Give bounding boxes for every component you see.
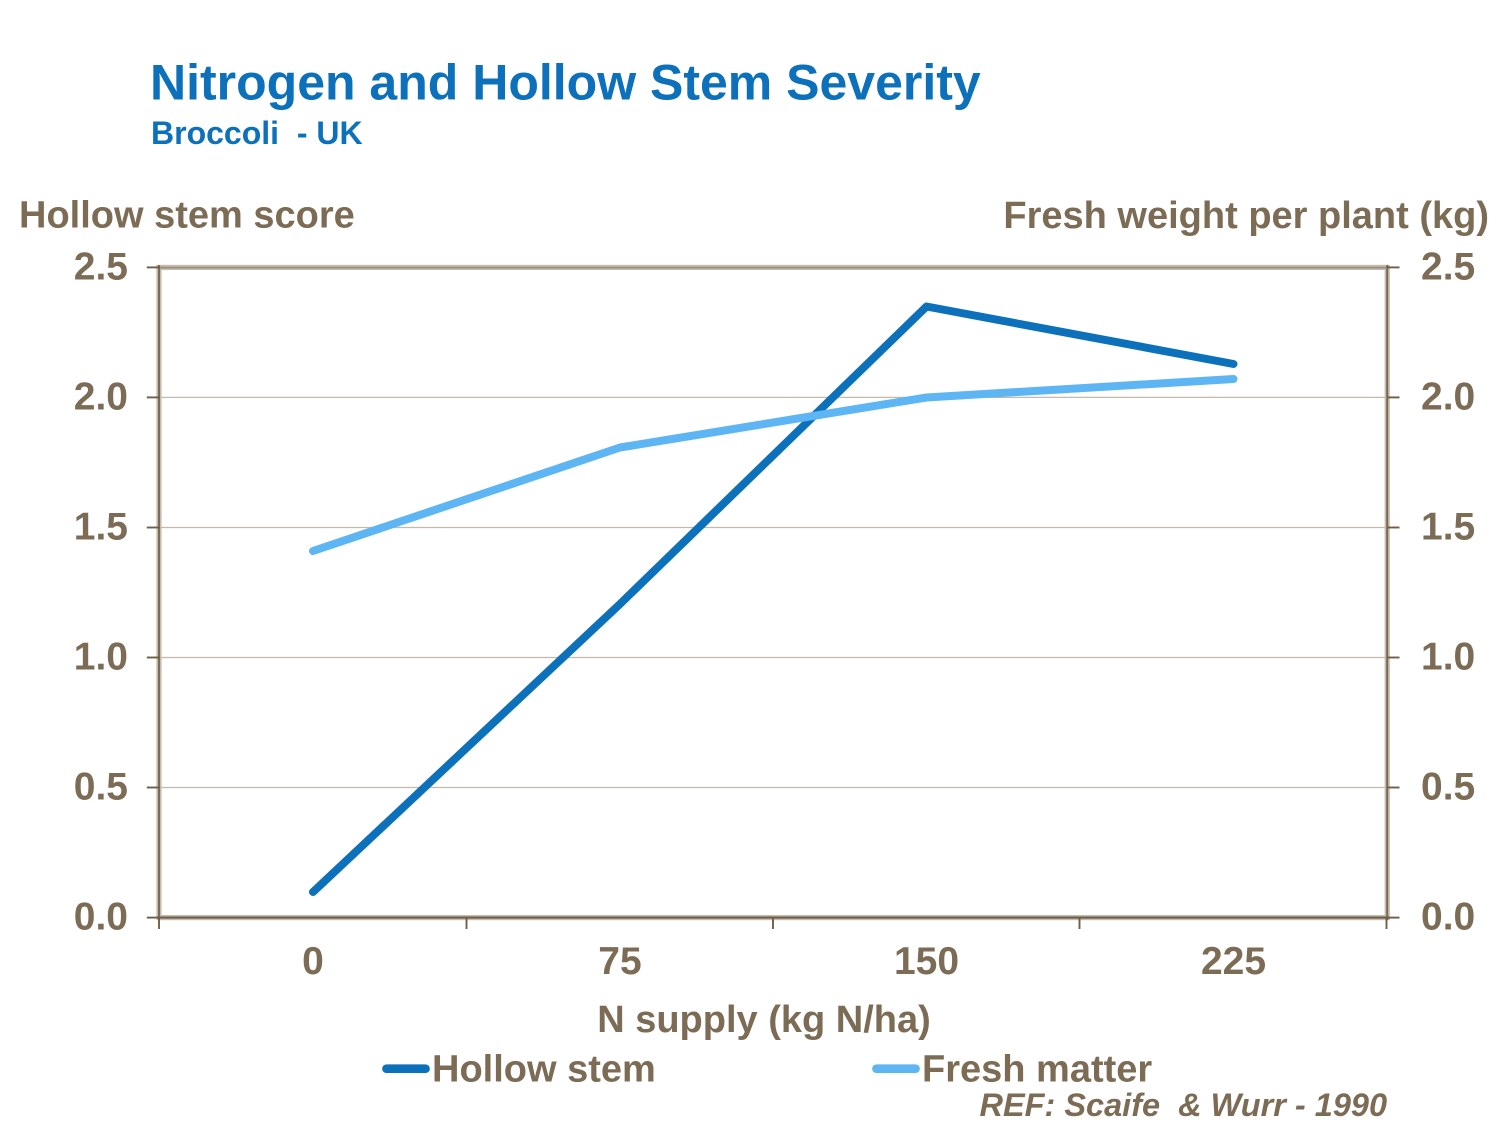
svg-text:2.0: 2.0 — [74, 376, 128, 419]
svg-text:0.5: 0.5 — [74, 766, 128, 809]
svg-text:Nitrogen and Hollow Stem Sever: Nitrogen and Hollow Stem Severity — [150, 55, 981, 111]
svg-text:1.5: 1.5 — [74, 506, 128, 549]
svg-text:2.5: 2.5 — [1421, 246, 1475, 289]
svg-text:0.0: 0.0 — [74, 896, 128, 939]
svg-text:REF: Scaife & Wurr - 1990: REF: Scaife & Wurr - 1990 — [980, 1087, 1388, 1123]
svg-text:0: 0 — [302, 940, 324, 983]
svg-text:75: 75 — [598, 940, 641, 983]
svg-text:2.5: 2.5 — [74, 246, 128, 289]
svg-text:Hollow stem score: Hollow stem score — [19, 195, 355, 237]
svg-text:0.0: 0.0 — [1421, 896, 1475, 939]
svg-text:N supply (kg N/ha): N supply (kg N/ha) — [597, 999, 931, 1041]
svg-text:Hollow stem: Hollow stem — [432, 1048, 656, 1090]
svg-text:Broccoli - UK: Broccoli - UK — [151, 115, 363, 151]
svg-text:150: 150 — [894, 940, 959, 983]
svg-text:225: 225 — [1201, 940, 1266, 983]
svg-text:0.5: 0.5 — [1421, 766, 1475, 809]
svg-text:1.0: 1.0 — [1421, 636, 1475, 679]
svg-text:Fresh matter: Fresh matter — [922, 1048, 1152, 1090]
svg-text:2.0: 2.0 — [1421, 376, 1475, 419]
svg-text:1.5: 1.5 — [1421, 506, 1475, 549]
svg-text:1.0: 1.0 — [74, 636, 128, 679]
svg-text:Fresh weight per plant (kg): Fresh weight per plant (kg) — [1003, 195, 1489, 237]
